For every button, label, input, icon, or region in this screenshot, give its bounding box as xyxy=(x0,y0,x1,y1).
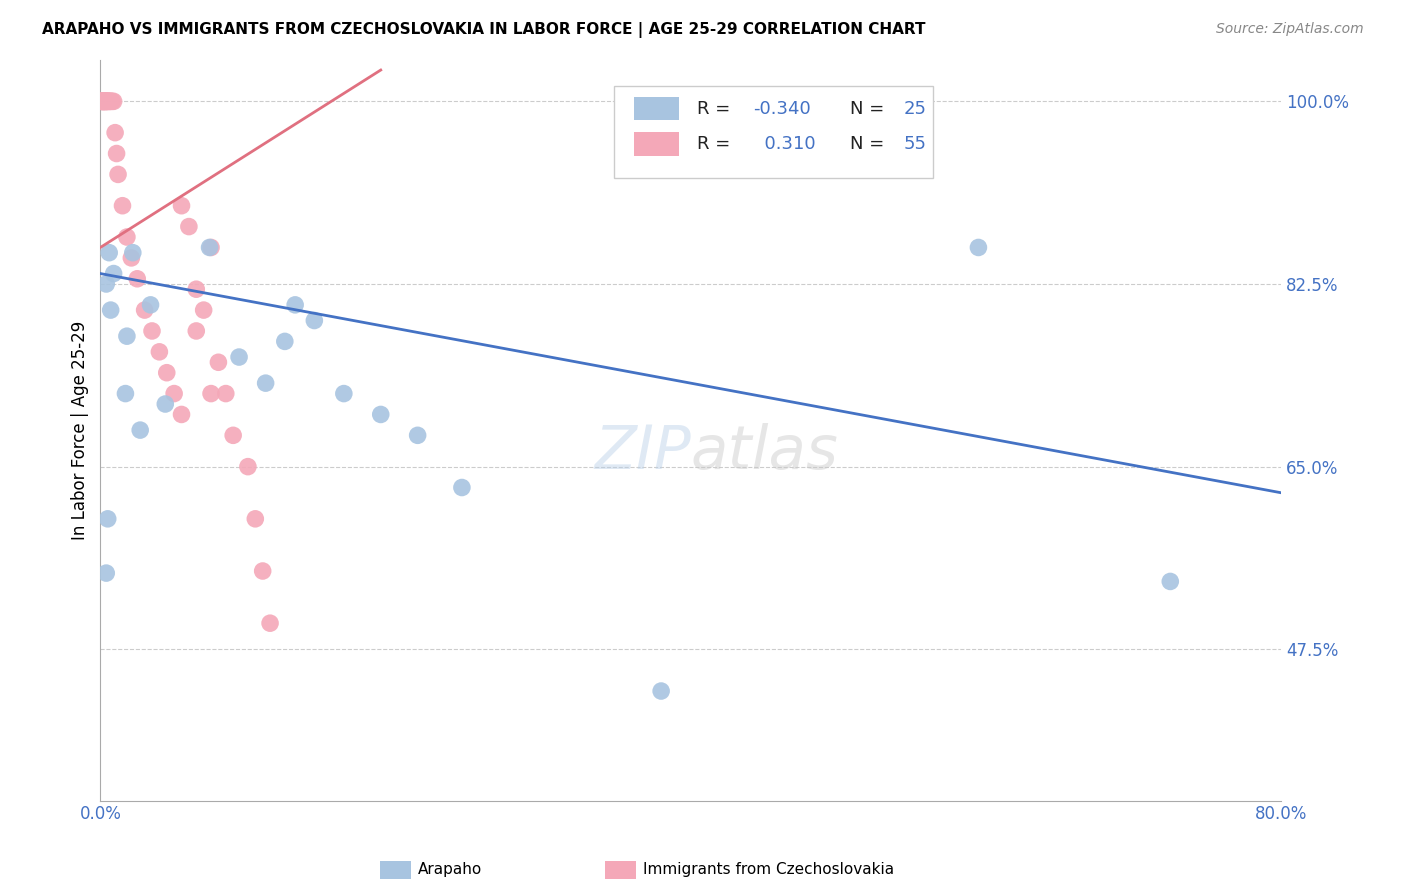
Point xyxy=(254,376,277,391)
Point xyxy=(94,95,117,109)
Point xyxy=(115,230,138,244)
Point xyxy=(91,95,114,109)
Point xyxy=(177,219,200,234)
Point xyxy=(129,423,152,437)
Point xyxy=(91,95,114,109)
Text: 55: 55 xyxy=(903,135,927,153)
Point xyxy=(156,366,179,380)
Point xyxy=(96,95,118,109)
Point xyxy=(333,386,356,401)
Point xyxy=(96,566,118,580)
Point xyxy=(284,298,307,312)
Point xyxy=(98,245,121,260)
Text: -0.340: -0.340 xyxy=(754,100,811,118)
Point xyxy=(163,386,186,401)
Point xyxy=(90,95,112,109)
FancyBboxPatch shape xyxy=(634,132,679,156)
Point xyxy=(97,95,120,109)
Point xyxy=(134,303,156,318)
Point xyxy=(100,303,122,318)
Point xyxy=(215,386,238,401)
Text: N =: N = xyxy=(851,135,890,153)
Point xyxy=(90,95,112,109)
Point xyxy=(245,512,267,526)
Point xyxy=(127,272,149,286)
Text: Immigrants from Czechoslovakia: Immigrants from Czechoslovakia xyxy=(643,863,894,877)
Point xyxy=(198,240,221,254)
Point xyxy=(97,512,120,526)
Point xyxy=(252,564,274,578)
Point xyxy=(170,199,193,213)
Point xyxy=(236,459,259,474)
Point xyxy=(90,95,112,109)
Point xyxy=(207,355,229,369)
Point xyxy=(200,386,222,401)
Point xyxy=(141,324,163,338)
FancyBboxPatch shape xyxy=(614,86,932,178)
Point xyxy=(91,95,114,109)
Point xyxy=(170,408,193,422)
Point xyxy=(370,408,392,422)
Point xyxy=(259,616,281,631)
Point xyxy=(98,95,121,109)
Point xyxy=(1159,574,1181,589)
Point xyxy=(90,95,112,109)
Point xyxy=(967,240,990,254)
Point xyxy=(155,397,177,411)
Text: R =: R = xyxy=(696,135,735,153)
Point xyxy=(114,386,136,401)
Point xyxy=(139,298,162,312)
Point xyxy=(111,199,134,213)
Point xyxy=(96,95,118,109)
Point xyxy=(103,267,125,281)
Y-axis label: In Labor Force | Age 25-29: In Labor Force | Age 25-29 xyxy=(72,320,89,540)
Point xyxy=(91,95,114,109)
Text: ZIP: ZIP xyxy=(593,423,690,482)
Point xyxy=(94,95,117,109)
Point xyxy=(274,334,297,349)
Text: 0.310: 0.310 xyxy=(754,135,815,153)
Point xyxy=(200,240,222,254)
Point xyxy=(94,95,117,109)
Point xyxy=(105,146,128,161)
Point xyxy=(94,95,117,109)
Point xyxy=(650,684,672,698)
Text: R =: R = xyxy=(696,100,735,118)
Point xyxy=(228,350,250,364)
Point xyxy=(97,95,120,109)
Point xyxy=(451,481,474,495)
Text: Arapaho: Arapaho xyxy=(418,863,482,877)
FancyBboxPatch shape xyxy=(634,96,679,120)
Point xyxy=(94,95,117,109)
Text: atlas: atlas xyxy=(690,423,838,482)
Point xyxy=(193,303,215,318)
Text: 25: 25 xyxy=(903,100,927,118)
Point xyxy=(406,428,429,442)
Point xyxy=(115,329,138,343)
Point xyxy=(121,245,143,260)
Point xyxy=(222,428,245,442)
Point xyxy=(104,126,127,140)
Point xyxy=(101,95,124,109)
Point xyxy=(91,95,114,109)
Point xyxy=(96,277,118,291)
Point xyxy=(96,95,118,109)
Point xyxy=(100,95,122,109)
Point xyxy=(186,324,208,338)
Text: ARAPAHO VS IMMIGRANTS FROM CZECHOSLOVAKIA IN LABOR FORCE | AGE 25-29 CORRELATION: ARAPAHO VS IMMIGRANTS FROM CZECHOSLOVAKI… xyxy=(42,22,925,38)
Text: Source: ZipAtlas.com: Source: ZipAtlas.com xyxy=(1216,22,1364,37)
Point xyxy=(148,344,170,359)
Point xyxy=(96,95,118,109)
Point xyxy=(186,282,208,296)
Point xyxy=(100,95,122,109)
Point xyxy=(107,168,129,182)
Point xyxy=(120,251,142,265)
Point xyxy=(103,95,125,109)
Point xyxy=(98,95,121,109)
Point xyxy=(97,95,120,109)
Point xyxy=(90,95,112,109)
Point xyxy=(304,313,326,327)
Text: N =: N = xyxy=(851,100,890,118)
